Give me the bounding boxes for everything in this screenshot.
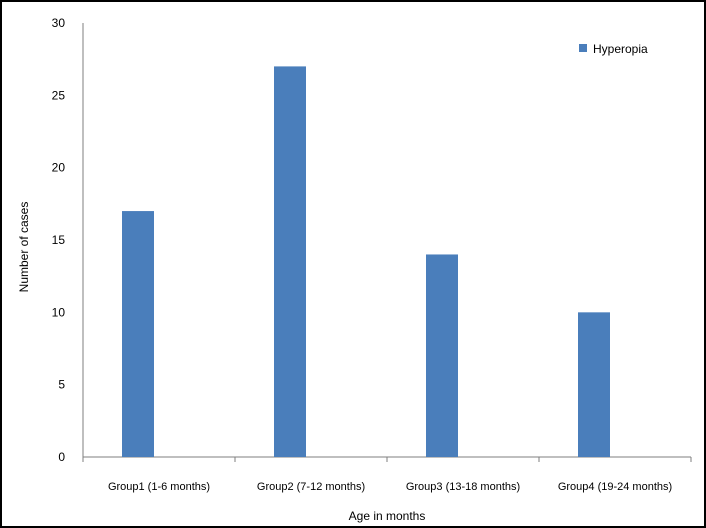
x-category-label: Group3 (13-18 months) — [406, 481, 520, 493]
y-axis-title: Number of cases — [17, 202, 31, 293]
legend-label-hyperopia: Hyperopia — [593, 42, 648, 56]
bars — [122, 66, 610, 458]
y-tick-labels: 0 5 10 15 20 25 30 — [52, 16, 66, 464]
x-category-labels: Group1 (1-6 months) Group2 (7-12 months) G… — [108, 481, 672, 493]
y-tick-label: 30 — [52, 16, 66, 30]
x-axis: Group1 (1-6 months) Group2 (7-12 months) G… — [82, 456, 692, 493]
x-tick-marks — [82, 457, 692, 462]
y-tick-label: 15 — [52, 233, 66, 247]
y-axis: 0 5 10 15 20 25 30 — [52, 16, 84, 464]
y-tick-label: 0 — [58, 450, 65, 464]
bar-hyperopia — [578, 312, 610, 457]
x-category-label: Group1 (1-6 months) — [108, 481, 210, 493]
bar-hyperopia — [274, 66, 306, 458]
y-tick-label: 5 — [58, 378, 65, 392]
y-tick-label: 10 — [52, 305, 66, 319]
x-category-label: Group4 (19-24 months) — [558, 481, 672, 493]
bar-hyperopia — [426, 254, 458, 457]
y-tick-label: 25 — [52, 88, 66, 102]
x-axis-title: Age in months — [349, 509, 426, 523]
legend-swatch-hyperopia — [579, 44, 587, 52]
x-category-label: Group2 (7-12 months) — [257, 481, 365, 493]
legend: Hyperopia — [579, 42, 648, 56]
bar-hyperopia — [122, 211, 154, 457]
y-tick-label: 20 — [52, 161, 66, 175]
